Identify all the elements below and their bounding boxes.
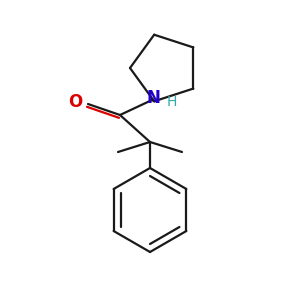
- Text: N: N: [146, 89, 160, 107]
- Text: O: O: [68, 93, 82, 111]
- Text: H: H: [167, 95, 177, 109]
